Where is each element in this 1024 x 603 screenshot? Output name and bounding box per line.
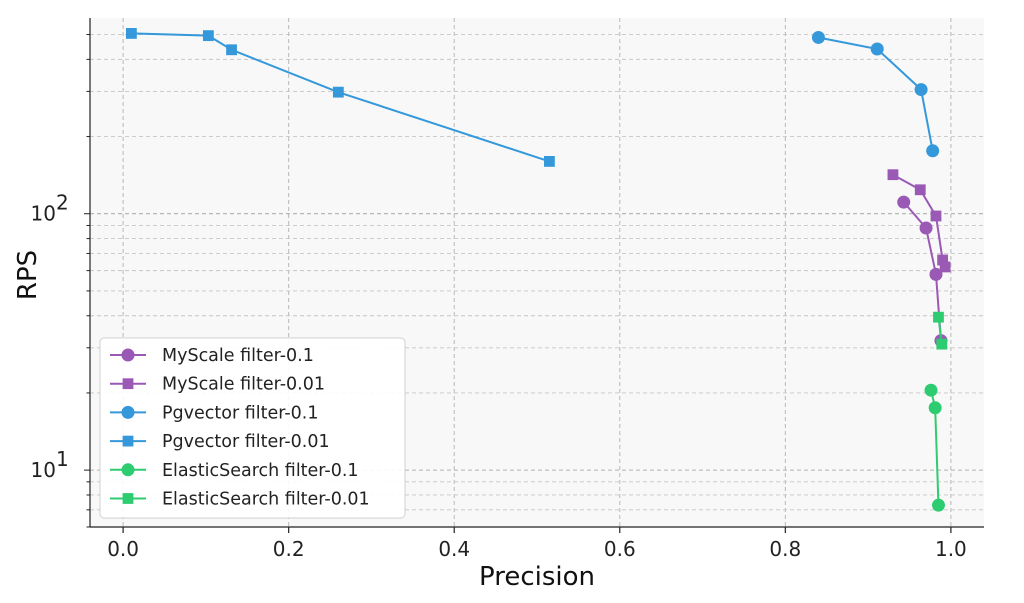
data-point bbox=[121, 348, 135, 362]
series-pgvector-filter-0-01 bbox=[125, 28, 555, 167]
data-point bbox=[939, 261, 951, 273]
data-point bbox=[121, 405, 135, 419]
legend-label: ElasticSearch filter-0.01 bbox=[162, 490, 370, 510]
y-tick-base: 10 bbox=[31, 458, 56, 482]
legend-label: Pgvector filter-0.01 bbox=[162, 432, 330, 452]
y-tick-base: 10 bbox=[31, 202, 56, 226]
x-tick-label: 0.8 bbox=[769, 537, 801, 561]
y-axis-title: RPS bbox=[13, 250, 43, 300]
data-point bbox=[937, 254, 949, 266]
data-point bbox=[926, 144, 940, 158]
data-point bbox=[933, 311, 944, 323]
legend: MyScale filter-0.1 MyScale filter-0.01 Pgv… bbox=[99, 337, 406, 519]
x-tick-label: 1.0 bbox=[935, 537, 967, 561]
data-point bbox=[544, 155, 555, 167]
series-elasticsearch-filter-0-01 bbox=[933, 311, 948, 350]
x-tick-label: 0.0 bbox=[107, 537, 139, 561]
legend-item: ElasticSearch filter-0.1 bbox=[110, 461, 359, 481]
data-point bbox=[914, 184, 926, 196]
legend-item: Pgvector filter-0.1 bbox=[110, 403, 318, 423]
data-point bbox=[122, 493, 134, 504]
data-point bbox=[122, 378, 134, 390]
data-point bbox=[226, 44, 237, 56]
series-group bbox=[125, 28, 951, 512]
series-pgvector-filter-0-1 bbox=[811, 30, 940, 158]
legend-label: ElasticSearch filter-0.1 bbox=[162, 461, 359, 481]
series-myscale-filter-0-01 bbox=[887, 169, 951, 273]
data-point bbox=[811, 30, 825, 44]
legend-label: Pgvector filter-0.1 bbox=[162, 403, 318, 423]
data-point bbox=[936, 338, 948, 350]
data-point bbox=[931, 498, 945, 512]
legend-label: MyScale filter-0.01 bbox=[162, 375, 325, 395]
y-tick-label: 10 bbox=[31, 202, 56, 226]
x-tick-label: 0.4 bbox=[438, 537, 470, 561]
data-point bbox=[930, 210, 942, 222]
y-tick-exponent: 1 bbox=[56, 447, 69, 471]
legend-item: MyScale filter-0.1 bbox=[110, 346, 314, 366]
data-point bbox=[870, 42, 884, 56]
data-point bbox=[887, 169, 899, 181]
x-tick-label: 0.6 bbox=[604, 537, 636, 561]
data-point bbox=[125, 28, 137, 39]
data-point bbox=[121, 463, 135, 477]
data-point bbox=[122, 435, 134, 447]
legend-label: MyScale filter-0.1 bbox=[162, 346, 314, 366]
data-point bbox=[924, 383, 938, 397]
legend-item: MyScale filter-0.01 bbox=[110, 375, 325, 395]
legend-item: Pgvector filter-0.01 bbox=[110, 432, 330, 452]
y-tick-exponent: 2 bbox=[56, 191, 69, 215]
legend-item: ElasticSearch filter-0.01 bbox=[110, 490, 370, 510]
legend-box bbox=[99, 337, 406, 519]
y-tick-label: 10 bbox=[31, 458, 56, 482]
series-elasticsearch-filter-0-1 bbox=[924, 383, 945, 512]
data-point bbox=[332, 86, 344, 98]
x-tick-label: 0.2 bbox=[273, 537, 305, 561]
data-point bbox=[897, 195, 911, 209]
data-point bbox=[928, 401, 942, 415]
series-line bbox=[902, 201, 942, 341]
data-point bbox=[919, 221, 933, 235]
data-point bbox=[202, 30, 214, 42]
x-axis-title: Precision bbox=[479, 562, 595, 592]
data-point bbox=[914, 83, 928, 97]
data-point bbox=[929, 267, 943, 281]
series-line bbox=[818, 36, 934, 151]
